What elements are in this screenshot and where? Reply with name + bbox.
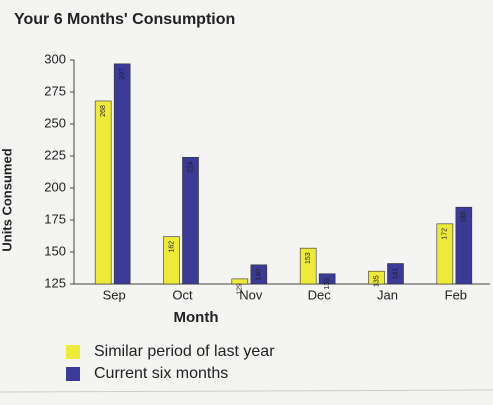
value-label: 135 [373,275,380,287]
x-tick-label: Sep [103,287,126,302]
y-tick-label: 175 [44,211,66,226]
value-label: 140 [256,269,263,281]
value-label: 172 [442,228,449,240]
y-tick-label: 225 [44,147,66,162]
value-label: 268 [100,105,107,117]
x-tick-label: Jan [377,287,398,302]
x-tick-label: Feb [445,287,467,302]
y-tick-label: 275 [44,83,66,98]
x-tick-label: Oct [172,287,193,302]
y-tick-label: 150 [44,243,66,258]
y-tick-label: 125 [44,275,66,290]
y-tick-label: 200 [44,179,66,194]
value-label: 297 [119,68,126,80]
value-label: 141 [392,268,399,280]
legend-label: Similar period of last year [94,343,275,360]
bar [95,101,111,284]
legend-label: Current six months [94,365,228,382]
x-axis-label: Month [174,309,219,326]
value-label: 162 [168,241,175,253]
value-label: 153 [305,252,312,264]
legend-swatch [66,367,80,381]
y-axis-label: Units Consumed [0,148,14,251]
bar [114,64,130,284]
chart: Your 6 Months' Consumption Month Units C… [0,0,493,405]
bar [183,157,199,284]
y-tick-label: 250 [44,115,66,130]
value-label: 185 [461,211,468,223]
value-label: 133 [324,278,331,290]
paper-fold [0,390,493,392]
y-tick-label: 300 [44,51,66,66]
value-label: 129 [237,283,244,295]
chart-title: Your 6 Months' Consumption [14,11,235,28]
value-label: 224 [187,161,194,173]
legend-swatch [66,345,80,359]
